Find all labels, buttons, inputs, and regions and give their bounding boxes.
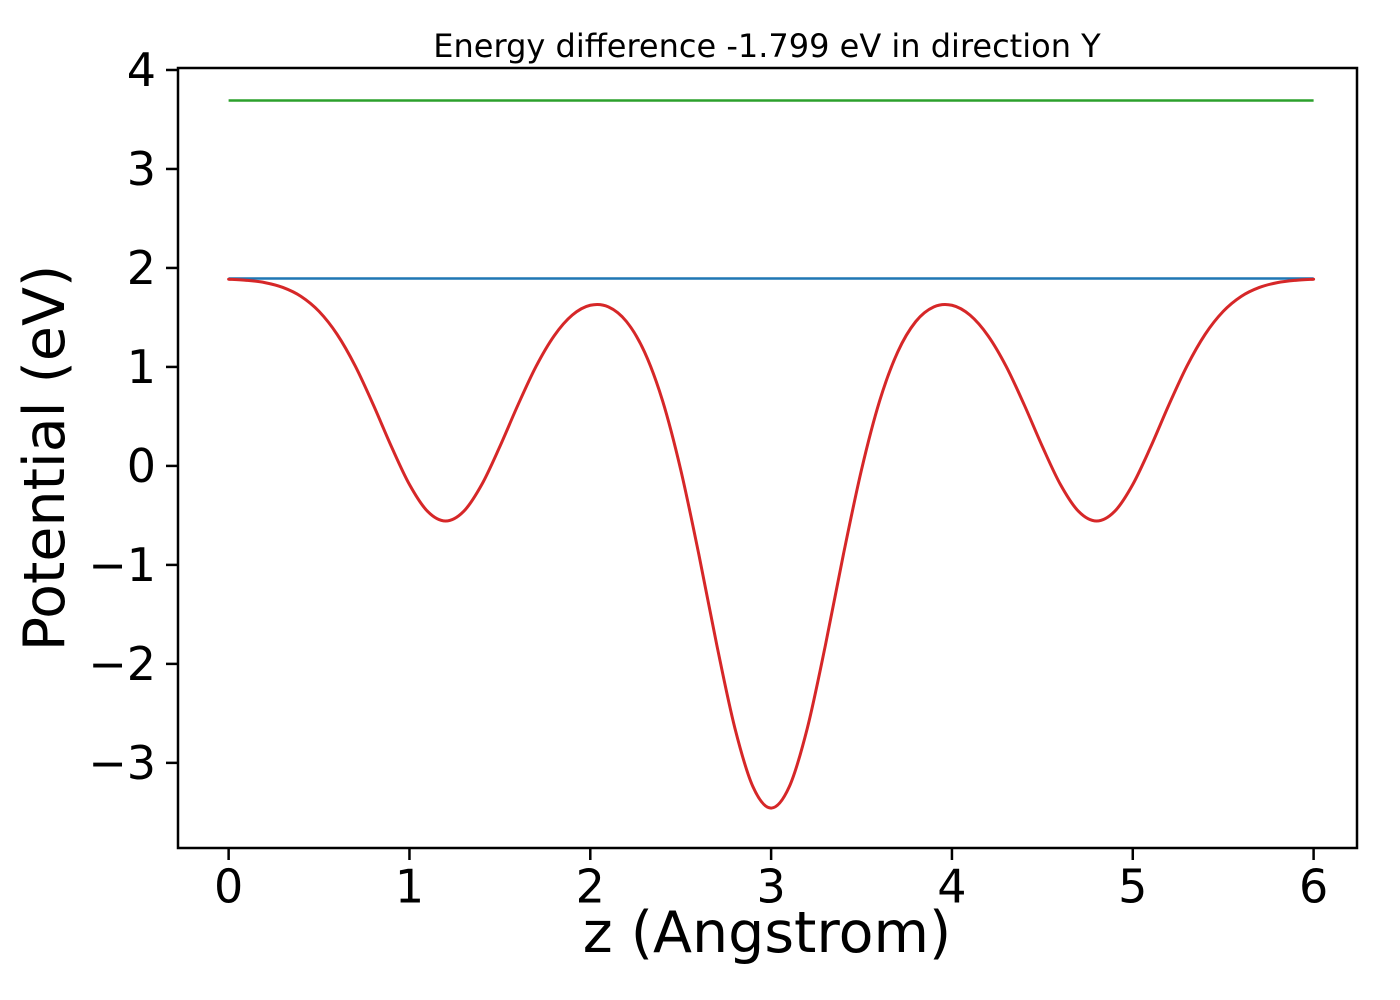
y-tick-label: −1 (88, 538, 156, 592)
x-tick-label: 2 (576, 859, 605, 913)
x-tick-label: 4 (937, 859, 966, 913)
x-tick-label: 6 (1299, 859, 1328, 913)
y-tick-label: −3 (88, 736, 156, 790)
x-tick-label: 3 (756, 859, 785, 913)
x-axis-label: z (Angstrom) (583, 900, 951, 966)
y-tick-label: 2 (127, 241, 156, 295)
x-tick-label: 5 (1118, 859, 1147, 913)
x-tick-label: 0 (214, 859, 243, 913)
planar-average-potential-curve (227, 277, 1316, 810)
y-tick-label: 4 (127, 43, 156, 97)
y-tick-label: 1 (127, 340, 156, 394)
x-tick-label: 1 (395, 859, 424, 913)
y-axis-label: Potential (eV) (12, 265, 78, 651)
chart-title: Energy difference -1.799 eV in direction… (433, 27, 1101, 65)
series-group (227, 99, 1316, 810)
y-tick-label: 3 (127, 142, 156, 196)
y-tick-label: −2 (88, 637, 156, 691)
y-tick-label: 0 (127, 439, 156, 493)
axes-group: 0 1 2 3 4 5 6 −3 −2 −1 0 1 2 3 4 (88, 43, 1359, 913)
axes-frame (176, 66, 1359, 850)
